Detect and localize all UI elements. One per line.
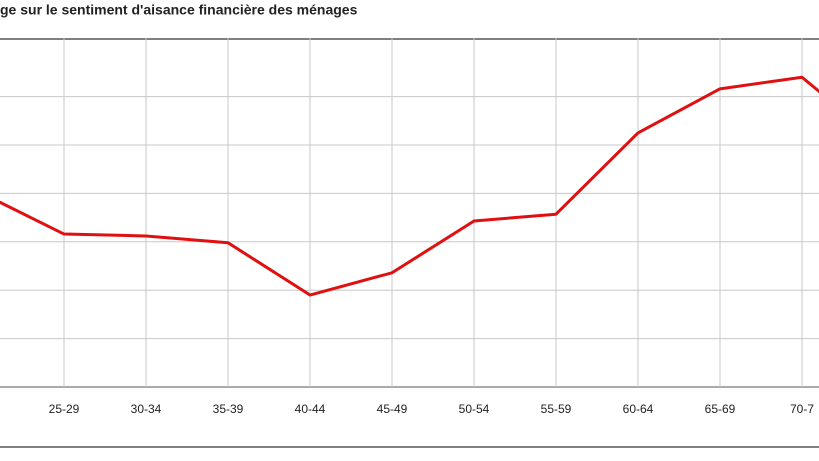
x-tick-label: 60-64 bbox=[623, 402, 654, 416]
x-tick-label: 45-49 bbox=[377, 402, 408, 416]
chart-title: ge sur le sentiment d'aisance financière… bbox=[0, 2, 358, 18]
line-series bbox=[0, 75, 819, 297]
x-tick-label: 35-39 bbox=[213, 402, 244, 416]
x-tick-label: 40-44 bbox=[295, 402, 326, 416]
x-tick-label: 25-29 bbox=[49, 402, 80, 416]
x-tick-label: 30-34 bbox=[131, 402, 162, 416]
x-tick-label: 65-69 bbox=[705, 402, 736, 416]
x-tick-label: 55-59 bbox=[541, 402, 572, 416]
x-tick-label: 50-54 bbox=[459, 402, 490, 416]
x-tick-label: 70-7 bbox=[790, 402, 814, 416]
